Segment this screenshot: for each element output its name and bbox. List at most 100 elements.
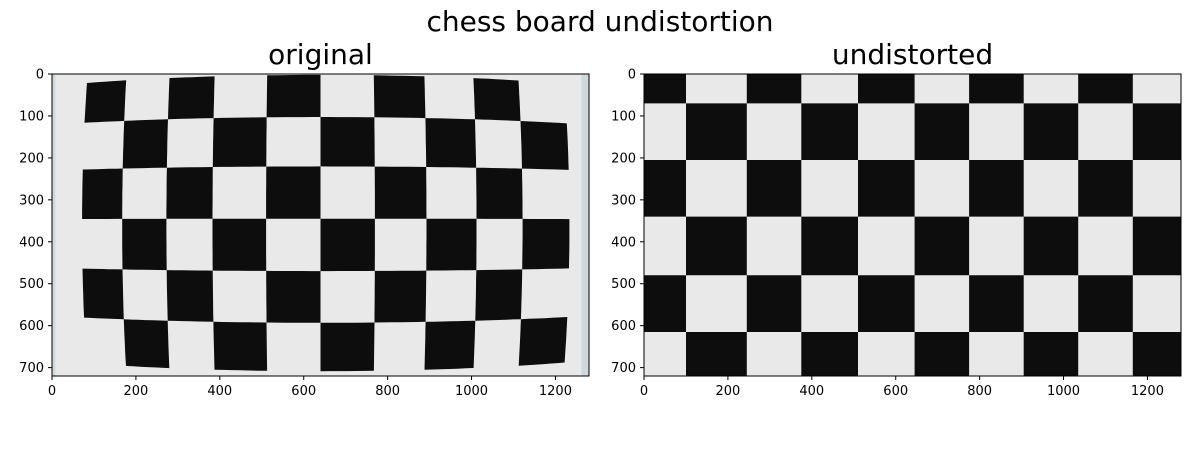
- board-square: [374, 270, 427, 323]
- board-square: [801, 216, 858, 276]
- board-square: [320, 322, 375, 372]
- x-tick-label: 200: [123, 384, 148, 399]
- board-square: [969, 275, 1024, 332]
- board-square: [475, 269, 523, 321]
- board-square: [425, 118, 477, 168]
- x-tick-label: 1000: [455, 384, 488, 399]
- board-square: [84, 80, 127, 123]
- subplot-original: original 0 200 400 600 800 1000 1200 0 100 200 300…: [19, 38, 590, 400]
- y-tick-label: 0: [628, 68, 636, 83]
- board-square: [266, 270, 321, 323]
- board-square: [522, 218, 570, 270]
- board-square: [858, 160, 915, 217]
- board-square: [122, 119, 168, 169]
- x-tick-label: 400: [207, 384, 232, 399]
- image-original: [52, 74, 589, 376]
- board-square: [473, 78, 521, 121]
- board-square: [213, 321, 268, 371]
- board-square: [1023, 332, 1079, 376]
- y-tick-label: 300: [19, 193, 44, 208]
- subplot-title-undistorted: undistorted: [832, 38, 993, 71]
- board-square: [1132, 216, 1181, 276]
- board-square: [1132, 332, 1181, 376]
- board-square: [212, 218, 267, 271]
- board-square: [644, 275, 686, 332]
- x-tick-label: 800: [967, 384, 992, 399]
- x-tick-label: 600: [883, 384, 908, 399]
- y-tick-label: 600: [19, 319, 44, 334]
- y-tick-label: 400: [611, 235, 636, 250]
- x-tick-label: 1200: [1131, 384, 1164, 399]
- board-square: [914, 103, 970, 160]
- board-square: [858, 275, 915, 332]
- figure-title: chess board undistortion: [426, 5, 773, 38]
- y-tick-label: 300: [611, 193, 636, 208]
- board-square: [1023, 216, 1079, 276]
- board-square: [122, 218, 167, 271]
- board-square: [644, 160, 686, 217]
- board-square: [858, 74, 915, 104]
- board-square: [320, 117, 375, 167]
- board-square: [424, 320, 476, 370]
- board-square: [374, 166, 427, 219]
- board-square: [166, 270, 214, 322]
- board-square: [1078, 275, 1133, 332]
- x-tick-label: 800: [375, 384, 400, 399]
- board-square: [266, 166, 321, 219]
- board-square: [518, 317, 568, 366]
- board-square: [686, 216, 747, 276]
- board-square: [914, 216, 970, 276]
- y-tick-label: 600: [611, 319, 636, 334]
- board-square: [746, 160, 802, 217]
- board-square: [426, 218, 477, 271]
- board-square: [1132, 103, 1181, 160]
- y-tick-label: 500: [19, 277, 44, 292]
- board-square: [1078, 160, 1133, 217]
- board-square: [644, 74, 686, 104]
- board-square: [969, 160, 1024, 217]
- board-square: [686, 332, 747, 376]
- y-tick-label: 500: [611, 277, 636, 292]
- board-square: [82, 268, 124, 320]
- y-tick-label: 700: [19, 361, 44, 376]
- board-square: [969, 74, 1024, 104]
- board-square: [476, 167, 523, 219]
- board-square: [168, 76, 215, 120]
- y-tick-label: 200: [611, 151, 636, 166]
- x-tick-label: 0: [640, 384, 648, 399]
- board-square: [166, 167, 213, 219]
- board-square: [1023, 103, 1079, 160]
- y-tick-label: 100: [19, 109, 44, 124]
- board-square: [746, 275, 802, 332]
- x-tick-label: 1000: [1047, 384, 1080, 399]
- board-square: [373, 75, 426, 119]
- board-square: [801, 332, 858, 376]
- y-tick-label: 700: [611, 361, 636, 376]
- axes-frame-undistorted: [643, 73, 1182, 377]
- board-square: [686, 103, 747, 160]
- board-square: [320, 218, 375, 272]
- y-tick-label: 400: [19, 235, 44, 250]
- subplot-title-original: original: [268, 38, 373, 71]
- board-square: [914, 332, 970, 376]
- board-square: [746, 74, 802, 104]
- y-tick-label: 100: [611, 109, 636, 124]
- subplot-undistorted: undistorted 0 200 400 600 800 1000 1200 0 100 200…: [611, 38, 1182, 400]
- ticks-original: 0 200 400 600 800 1000 1200 0 100 200 300 400 500 600…: [19, 68, 572, 400]
- y-tick-label: 200: [19, 151, 44, 166]
- x-tick-label: 200: [715, 384, 740, 399]
- x-tick-label: 0: [48, 384, 56, 399]
- axes-frame-original: [51, 73, 590, 377]
- board-square: [520, 121, 569, 170]
- x-tick-label: 400: [799, 384, 824, 399]
- ticks-undistorted: 0 200 400 600 800 1000 1200 0 100 200 300 400 500 600…: [611, 68, 1164, 400]
- x-tick-label: 600: [291, 384, 316, 399]
- board-square: [123, 319, 170, 369]
- y-tick-label: 0: [36, 68, 44, 83]
- board-square: [266, 74, 321, 118]
- x-tick-label: 1200: [539, 384, 572, 399]
- image-undistorted: [644, 74, 1181, 376]
- board-square: [82, 168, 123, 219]
- board-square: [801, 103, 858, 160]
